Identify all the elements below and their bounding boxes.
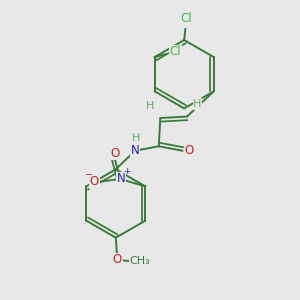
Text: CH₃: CH₃ — [130, 256, 151, 266]
Text: O: O — [110, 147, 119, 160]
Text: H: H — [146, 100, 154, 111]
Text: H: H — [193, 99, 202, 109]
Text: Cl: Cl — [181, 12, 192, 25]
Text: O: O — [113, 254, 122, 266]
Text: N: N — [116, 172, 125, 185]
Text: Cl: Cl — [169, 45, 181, 58]
Text: N: N — [130, 144, 140, 157]
Text: +: + — [123, 167, 130, 176]
Text: H: H — [131, 133, 140, 143]
Text: O: O — [90, 175, 99, 188]
Text: O: O — [184, 144, 194, 157]
Text: −: − — [85, 170, 94, 180]
